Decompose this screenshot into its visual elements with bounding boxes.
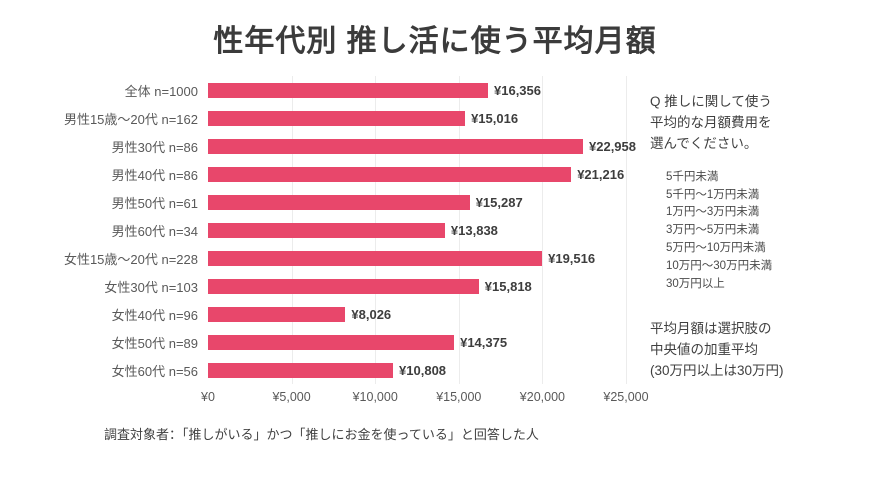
plot-area: ¥10,808 (208, 356, 636, 384)
value-label: ¥14,375 (460, 334, 508, 350)
bar (208, 138, 583, 154)
category-label: 女性60代 n=56 (111, 363, 198, 379)
category-label: 全体 n=1000 (124, 83, 198, 99)
chart-row: 女性60代 n=56 ¥10,808 (26, 356, 636, 384)
category-label: 男性40代 n=86 (111, 167, 198, 183)
x-tick-label: ¥15,000 (436, 390, 482, 404)
text-line: 5万円〜10万円未満 (666, 242, 766, 255)
category-label: 男性15歳〜20代 n=162 (63, 111, 198, 127)
plot-area: ¥15,818 (208, 272, 636, 300)
text-line: 選んでください。 (650, 135, 758, 151)
x-tick-label: ¥20,000 (519, 390, 565, 404)
value-label: ¥21,216 (577, 166, 625, 182)
value-label: ¥15,016 (471, 110, 519, 126)
bar (208, 362, 394, 378)
plot-area: ¥8,026 (208, 300, 636, 328)
x-tick-label: ¥0 (201, 390, 215, 404)
chart-row: 男性60代 n=34 ¥13,838 (26, 216, 636, 244)
chart-row: 女性30代 n=103 ¥15,818 (26, 272, 636, 300)
category-label: 男性60代 n=34 (111, 223, 198, 239)
side-panel: Q 推しに関して使う 平均的な月額費用を 選んでください。 5千円未満 5千円〜1万円… (636, 76, 860, 443)
bar (208, 82, 488, 98)
chart-row: 男性30代 n=86 ¥22,958 (26, 132, 636, 160)
category-label: 女性50代 n=89 (111, 335, 198, 351)
bar (208, 334, 455, 350)
plot-area: ¥16,356 (208, 76, 636, 104)
text-line: 5千円〜1万円未満 (666, 188, 760, 201)
chart-row: 男性15歳〜20代 n=162 ¥15,016 (26, 104, 636, 132)
answer-options: 5千円未満 5千円〜1万円未満 1万円〜3万円未満 3万円〜5万円未満 5万円〜10万円… (666, 169, 860, 294)
x-tick-label: ¥10,000 (352, 390, 398, 404)
text-line: 平均月額は選択肢の (650, 321, 772, 337)
text-line: 10万円〜30万円未満 (666, 259, 773, 272)
value-label: ¥15,287 (475, 194, 523, 210)
main-content: 全体 n=1000 ¥16,356 男性15歳〜20代 n=162 ¥15,016 男性… (0, 76, 870, 443)
chart-row: 男性50代 n=61 ¥15,287 (26, 188, 636, 216)
value-label: ¥13,838 (450, 222, 498, 238)
survey-note: 調査対象者：「推しがいる」かつ「推しにお金を使っている」と回答した人 (104, 427, 539, 442)
category-label: 女性15歳〜20代 n=228 (63, 251, 198, 267)
chart-row: 男性40代 n=86 ¥21,216 (26, 160, 636, 188)
chart-rows: 全体 n=1000 ¥16,356 男性15歳〜20代 n=162 ¥15,016 男性… (26, 76, 636, 384)
chart-row: 女性15歳〜20代 n=228 ¥19,516 (26, 244, 636, 272)
chart-row: 全体 n=1000 ¥16,356 (26, 76, 636, 104)
category-label: 女性30代 n=103 (104, 279, 198, 295)
bar-chart: 全体 n=1000 ¥16,356 男性15歳〜20代 n=162 ¥15,016 男性… (26, 76, 649, 443)
category-label: 女性40代 n=96 (111, 307, 198, 323)
plot-area: ¥19,516 (208, 244, 636, 272)
text-line: Q 推しに関して使う (650, 94, 772, 109)
bar (208, 306, 346, 322)
x-tick-label: ¥25,000 (603, 390, 649, 404)
category-label: 男性30代 n=86 (111, 139, 198, 155)
value-label: ¥10,808 (399, 362, 447, 378)
bar (208, 166, 572, 182)
text-line: (30万円以上は30万円) (650, 363, 784, 379)
text-line: 30万円以上 (666, 277, 725, 290)
x-axis: ¥0 ¥5,000 ¥10,000 ¥15,000 ¥20,000 ¥25,000 (201, 390, 649, 410)
text-line: 3万円〜5万円未満 (666, 224, 760, 237)
plot-area: ¥15,016 (208, 104, 636, 132)
value-label: ¥15,818 (484, 278, 532, 294)
value-label: ¥22,958 (589, 138, 636, 154)
question-text: Q 推しに関して使う 平均的な月額費用を 選んでください。 (650, 92, 860, 155)
plot-area: ¥13,838 (208, 216, 636, 244)
plot-area: ¥14,375 (208, 328, 636, 356)
bar (208, 110, 466, 126)
page-title: 性年代別 推し活に使う平均月額 (213, 25, 657, 58)
plot-area: ¥15,287 (208, 188, 636, 216)
text-line: 中央値の加重平均 (650, 342, 758, 358)
value-label: ¥8,026 (351, 306, 392, 322)
bar (208, 222, 445, 238)
plot-area: ¥21,216 (208, 160, 636, 188)
bar (208, 194, 470, 210)
average-note: 平均月額は選択肢の 中央値の加重平均 (30万円以上は30万円) (650, 319, 860, 382)
bar (208, 278, 479, 294)
chart-row: 女性40代 n=96 ¥8,026 (26, 300, 636, 328)
category-label: 男性50代 n=61 (111, 195, 198, 211)
text-line: 1万円〜3万円未満 (666, 206, 760, 219)
text-line: 平均的な月額費用を (650, 114, 772, 130)
plot-area: ¥22,958 (208, 132, 636, 160)
chart-row: 女性50代 n=89 ¥14,375 (26, 328, 636, 356)
x-tick-label: ¥5,000 (272, 390, 311, 404)
bar (208, 250, 543, 266)
text-line: 5千円未満 (666, 170, 719, 183)
value-label: ¥16,356 (494, 82, 541, 98)
value-label: ¥19,516 (548, 250, 596, 266)
